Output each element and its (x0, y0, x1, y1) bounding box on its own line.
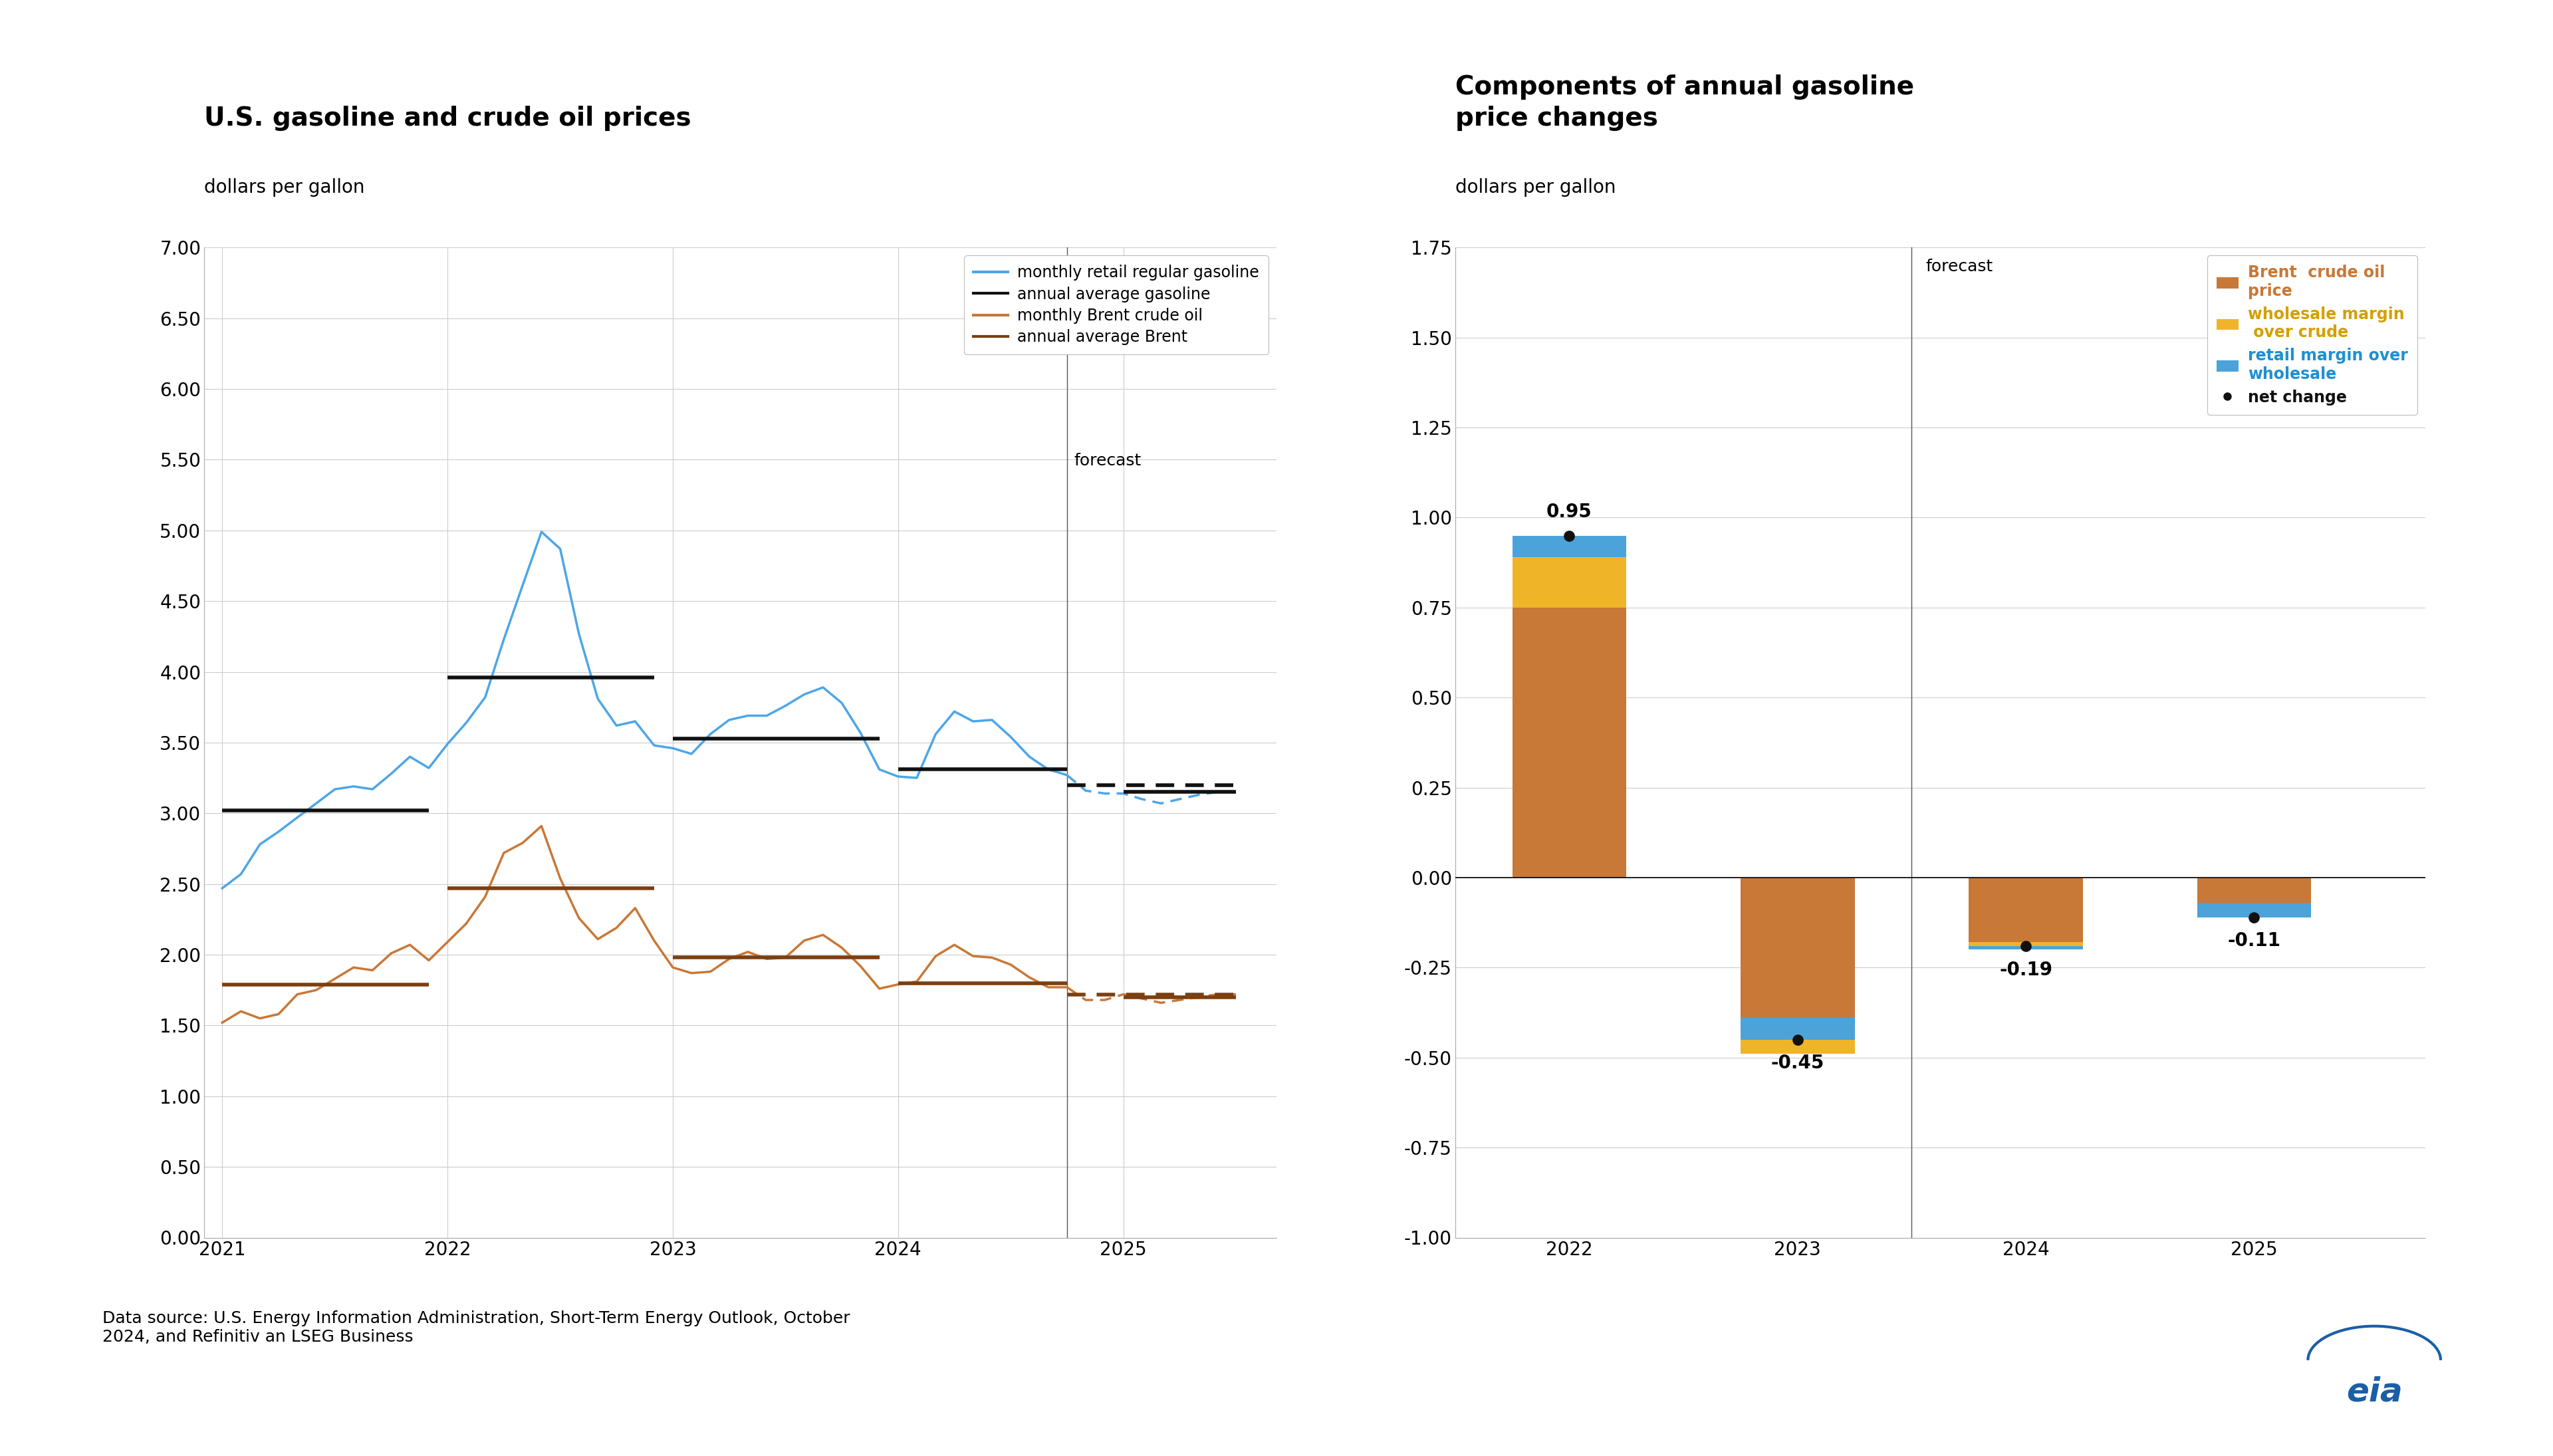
Legend: monthly retail regular gasoline, annual average gasoline, monthly Brent crude oi: monthly retail regular gasoline, annual … (965, 255, 1269, 354)
Text: dollars per gallon: dollars per gallon (204, 178, 365, 197)
Text: forecast: forecast (1925, 258, 1994, 274)
Bar (1741, 1018, 1853, 1054)
Bar (2198, 903, 2310, 907)
Text: Data source: U.S. Energy Information Administration, Short-Term Energy Outlook, : Data source: U.S. Energy Information Adm… (102, 1310, 850, 1345)
Bar (1968, 946, 2083, 949)
Bar (2198, 903, 2310, 917)
Bar (1741, 878, 1853, 1054)
Bar (2198, 878, 2310, 907)
Bar (1968, 942, 2083, 949)
Text: dollars per gallon: dollars per gallon (1455, 178, 1616, 197)
Bar (1511, 607, 1626, 878)
Text: eia: eia (2346, 1376, 2402, 1408)
Text: U.S. gasoline and crude oil prices: U.S. gasoline and crude oil prices (204, 106, 692, 131)
Text: -0.11: -0.11 (2229, 932, 2280, 951)
Legend: Brent  crude oil
price, wholesale margin
 over crude, retail margin over
wholesa: Brent crude oil price, wholesale margin … (2208, 255, 2418, 415)
Text: Components of annual gasoline
price changes: Components of annual gasoline price chan… (1455, 74, 1915, 131)
Bar (1968, 878, 2083, 942)
Text: 0.95: 0.95 (1547, 502, 1593, 521)
Text: forecast: forecast (1075, 453, 1141, 469)
Bar (1511, 558, 1626, 607)
Bar (1511, 536, 1626, 558)
Text: -0.45: -0.45 (1772, 1054, 1825, 1073)
Bar (1741, 1018, 1853, 1040)
Text: -0.19: -0.19 (1999, 961, 2053, 978)
